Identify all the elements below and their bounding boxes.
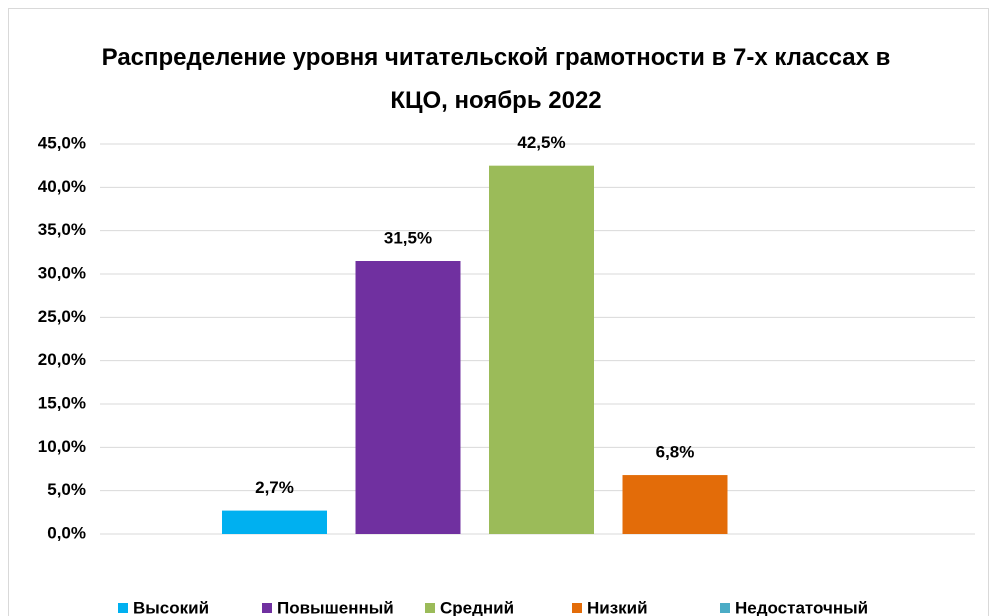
y-tick-label: 15,0% xyxy=(38,393,86,412)
bar xyxy=(622,475,728,534)
chart-title: Распределение уровня читательской грамот… xyxy=(101,44,891,114)
legend-label: Высокий xyxy=(133,598,209,616)
chart-border xyxy=(8,8,989,616)
y-tick-label: 40,0% xyxy=(38,177,86,196)
legend-swatch xyxy=(572,603,582,613)
y-tick-label: 35,0% xyxy=(38,220,86,239)
y-tick-label: 30,0% xyxy=(38,263,86,282)
legend-label: Средний xyxy=(440,598,514,616)
y-tick-label: 20,0% xyxy=(38,350,86,369)
legend-swatch xyxy=(425,603,435,613)
y-tick-label: 25,0% xyxy=(38,307,86,326)
legend-swatch xyxy=(262,603,272,613)
data-label: 2,7% xyxy=(255,478,294,497)
bar xyxy=(222,510,327,534)
legend-label: Повышенный xyxy=(277,598,394,616)
y-tick-label: 5,0% xyxy=(47,480,86,499)
legend-label: Недостаточный xyxy=(735,598,868,616)
data-label: 42,5% xyxy=(517,133,565,152)
bar xyxy=(355,261,461,534)
data-label: 6,8% xyxy=(656,443,695,462)
bar xyxy=(489,165,594,534)
data-label: 31,5% xyxy=(384,228,432,247)
y-tick-label: 45,0% xyxy=(38,133,86,152)
y-tick-label: 10,0% xyxy=(38,437,86,456)
legend-swatch xyxy=(118,603,128,613)
legend-swatch xyxy=(720,603,730,613)
legend-label: Низкий xyxy=(587,598,648,616)
y-tick-label: 0,0% xyxy=(47,523,86,542)
